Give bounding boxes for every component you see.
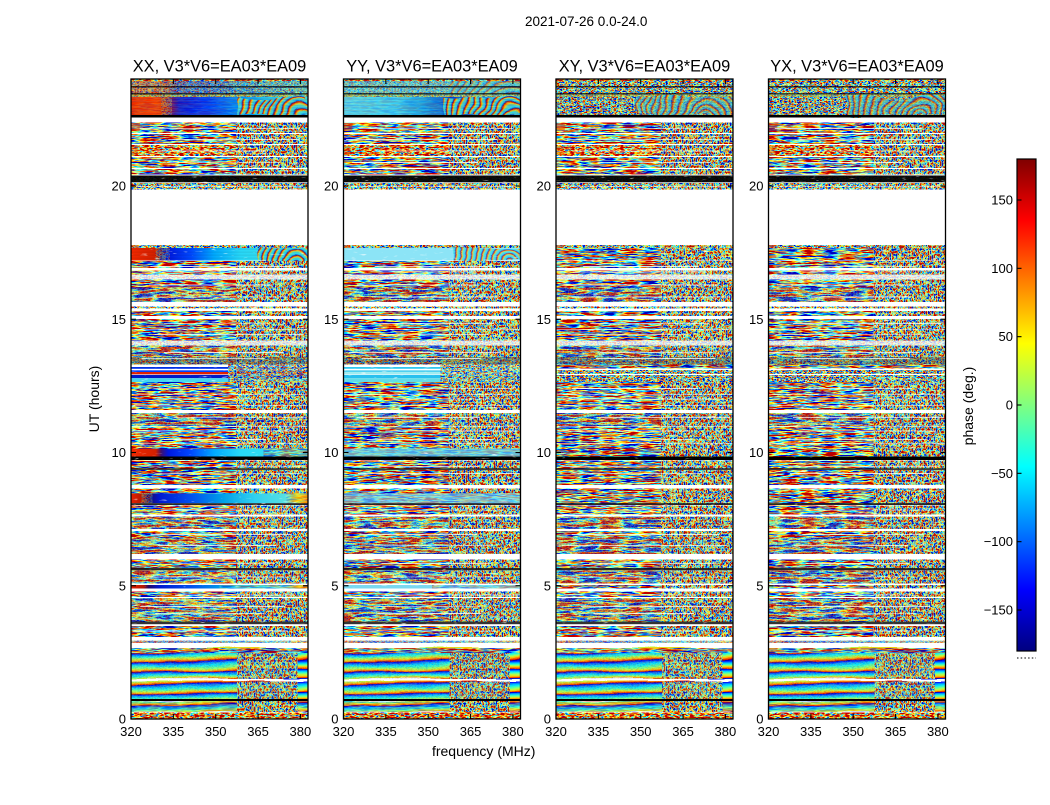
svg-text:20: 20 (537, 179, 551, 194)
svg-text:10: 10 (537, 445, 551, 460)
svg-text:15: 15 (112, 312, 126, 327)
svg-text:10: 10 (749, 445, 763, 460)
svg-text:−50: −50 (991, 466, 1013, 481)
svg-text:5: 5 (331, 578, 338, 593)
svg-text:XX, V3*V6=EA03*EA09: XX, V3*V6=EA03*EA09 (133, 58, 307, 76)
svg-text:YX, V3*V6=EA03*EA09: YX, V3*V6=EA03*EA09 (770, 58, 944, 76)
svg-text:0: 0 (756, 712, 763, 727)
svg-text:350: 350 (417, 724, 439, 739)
svg-text:frequency (MHz): frequency (MHz) (432, 743, 535, 759)
svg-text:335: 335 (587, 724, 609, 739)
svg-text:380: 380 (927, 724, 949, 739)
svg-text:5: 5 (119, 578, 126, 593)
svg-text:10: 10 (324, 445, 338, 460)
svg-text:0: 0 (331, 712, 338, 727)
svg-text:XY, V3*V6=EA03*EA09: XY, V3*V6=EA03*EA09 (559, 58, 730, 76)
svg-text:335: 335 (162, 724, 184, 739)
svg-text:5: 5 (544, 578, 551, 593)
svg-text:350: 350 (205, 724, 227, 739)
svg-text:365: 365 (885, 724, 907, 739)
svg-text:320: 320 (758, 724, 780, 739)
svg-text:380: 380 (290, 724, 312, 739)
svg-text:0: 0 (119, 712, 126, 727)
svg-text:2021-07-26 0.0-24.0: 2021-07-26 0.0-24.0 (525, 14, 647, 29)
svg-text:phase (deg.): phase (deg.) (960, 367, 976, 446)
svg-text:50: 50 (999, 329, 1013, 344)
svg-text:335: 335 (375, 724, 397, 739)
svg-text:350: 350 (842, 724, 864, 739)
svg-text:380: 380 (502, 724, 524, 739)
svg-text:365: 365 (460, 724, 482, 739)
svg-text:380: 380 (715, 724, 737, 739)
svg-text:−100: −100 (984, 534, 1013, 549)
svg-text:20: 20 (749, 179, 763, 194)
svg-text:365: 365 (672, 724, 694, 739)
svg-text:15: 15 (324, 312, 338, 327)
svg-text:320: 320 (120, 724, 142, 739)
svg-text:15: 15 (749, 312, 763, 327)
svg-text:365: 365 (247, 724, 269, 739)
svg-text:20: 20 (112, 179, 126, 194)
svg-text:0: 0 (544, 712, 551, 727)
svg-text:15: 15 (537, 312, 551, 327)
svg-text:100: 100 (991, 261, 1013, 276)
svg-text:335: 335 (800, 724, 822, 739)
svg-text:20: 20 (324, 179, 338, 194)
svg-text:UT (hours): UT (hours) (86, 366, 102, 433)
svg-text:10: 10 (112, 445, 126, 460)
svg-text:5: 5 (756, 578, 763, 593)
svg-text:YY, V3*V6=EA03*EA09: YY, V3*V6=EA03*EA09 (346, 58, 517, 76)
svg-text:320: 320 (333, 724, 355, 739)
svg-text:150: 150 (991, 193, 1013, 208)
svg-text:0: 0 (1006, 398, 1013, 413)
svg-text:350: 350 (630, 724, 652, 739)
svg-text:−150: −150 (984, 603, 1013, 618)
svg-text:320: 320 (545, 724, 567, 739)
